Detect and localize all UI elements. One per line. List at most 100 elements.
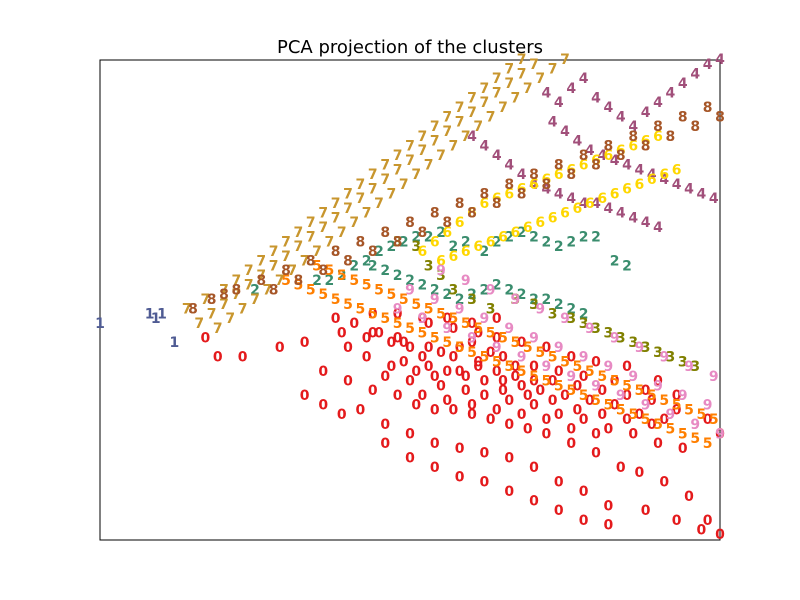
point-0-71: 0 xyxy=(405,426,415,442)
point-8-20: 8 xyxy=(715,110,725,126)
point-4-3: 4 xyxy=(579,71,589,87)
point-4-6: 4 xyxy=(616,110,626,126)
point-0-110: 0 xyxy=(411,364,421,380)
point-0-66: 0 xyxy=(628,426,638,442)
point-0-19: 0 xyxy=(610,374,620,390)
point-0-76: 0 xyxy=(529,460,539,476)
point-7-78: 7 xyxy=(498,100,508,116)
point-0-5: 0 xyxy=(337,326,347,342)
point-0-67: 0 xyxy=(653,436,663,452)
point-3-20: 3 xyxy=(690,359,700,375)
point-0-9: 0 xyxy=(418,350,428,366)
point-8-16: 8 xyxy=(616,148,626,164)
point-0-146: 0 xyxy=(498,383,508,399)
point-3-2: 3 xyxy=(424,258,434,274)
point-4-43: 4 xyxy=(641,215,651,231)
point-5-37: 5 xyxy=(337,268,347,284)
point-2-5: 2 xyxy=(362,254,372,270)
point-9-30: 9 xyxy=(511,292,521,308)
point-0-140: 0 xyxy=(604,518,614,534)
point-5-1: 5 xyxy=(294,278,304,294)
point-9-15: 9 xyxy=(430,292,440,308)
series-2: 22 2 22 22 2 2 2 2 22 222 2 2 2 2 2 2 2 22 22 2 2 2 2 2 2 2 2 2 2 2 2 2… xyxy=(250,225,632,323)
point-5-40: 5 xyxy=(374,282,384,298)
point-2-22: 2 xyxy=(579,230,589,246)
point-5-63: 5 xyxy=(659,393,669,409)
point-5-44: 5 xyxy=(424,302,434,318)
point-0-74: 0 xyxy=(480,446,490,462)
point-7-57: 7 xyxy=(238,302,248,318)
point-9-3: 9 xyxy=(467,330,477,346)
point-5-65: 5 xyxy=(684,402,694,418)
point-3-9: 3 xyxy=(548,306,558,322)
point-4-31: 4 xyxy=(492,148,502,164)
point-0-101: 0 xyxy=(368,306,378,322)
point-9-23: 9 xyxy=(628,369,638,385)
point-9-22: 9 xyxy=(604,359,614,375)
point-8-9: 8 xyxy=(442,215,452,231)
point-5-39: 5 xyxy=(362,278,372,294)
point-5-66: 5 xyxy=(697,407,707,423)
point-0-4: 0 xyxy=(300,335,310,351)
point-5-13: 5 xyxy=(442,335,452,351)
point-5-56: 5 xyxy=(573,359,583,375)
point-0-0: 0 xyxy=(201,330,211,346)
point-4-42: 4 xyxy=(628,210,638,226)
point-6-13: 6 xyxy=(579,158,589,174)
point-6-1: 6 xyxy=(430,234,440,250)
point-5-58: 5 xyxy=(597,369,607,385)
point-7-64: 7 xyxy=(325,234,335,250)
point-8-15: 8 xyxy=(591,158,601,174)
point-3-10: 3 xyxy=(566,311,576,327)
point-0-115: 0 xyxy=(511,369,521,385)
point-9-20: 9 xyxy=(554,340,564,356)
point-2-14: 2 xyxy=(480,244,490,260)
point-9-1: 9 xyxy=(418,311,428,327)
point-3-11: 3 xyxy=(579,316,589,332)
point-9-6: 9 xyxy=(542,359,552,375)
point-7-67: 7 xyxy=(362,206,372,222)
point-9-12: 9 xyxy=(690,417,700,433)
point-0-96: 0 xyxy=(610,398,620,414)
point-5-21: 5 xyxy=(542,374,552,390)
point-6-12: 6 xyxy=(566,162,576,178)
point-6-23: 6 xyxy=(473,239,483,255)
point-0-30: 0 xyxy=(449,402,459,418)
point-0-130: 0 xyxy=(591,426,601,442)
point-5-41: 5 xyxy=(387,287,397,303)
point-5-24: 5 xyxy=(579,388,589,404)
point-7-17: 7 xyxy=(405,138,415,154)
point-7-40: 7 xyxy=(356,191,366,207)
point-4-12: 4 xyxy=(690,66,700,82)
point-0-136: 0 xyxy=(504,484,514,500)
point-5-17: 5 xyxy=(492,354,502,370)
point-7-47: 7 xyxy=(442,124,452,140)
point-7-42: 7 xyxy=(380,172,390,188)
point-6-11: 6 xyxy=(554,167,564,183)
point-3-4: 3 xyxy=(449,282,459,298)
point-2-30: 2 xyxy=(418,278,428,294)
point-0-83: 0 xyxy=(300,388,310,404)
point-0-41: 0 xyxy=(684,489,694,505)
point-7-20: 7 xyxy=(442,110,452,126)
point-5-34: 5 xyxy=(703,436,713,452)
point-0-85: 0 xyxy=(337,407,347,423)
point-0-62: 0 xyxy=(529,398,539,414)
point-0-112: 0 xyxy=(455,364,465,380)
point-0-97: 0 xyxy=(635,407,645,423)
point-0-142: 0 xyxy=(399,335,409,351)
point-9-9: 9 xyxy=(616,388,626,404)
point-7-10: 7 xyxy=(318,206,328,222)
point-0-144: 0 xyxy=(449,350,459,366)
point-0-88: 0 xyxy=(442,364,452,380)
point-4-33: 4 xyxy=(517,167,527,183)
point-4-38: 4 xyxy=(579,196,589,212)
point-0-15: 0 xyxy=(511,359,521,375)
point-0-61: 0 xyxy=(504,393,514,409)
point-0-90: 0 xyxy=(480,374,490,390)
point-7-9: 7 xyxy=(306,215,316,231)
point-3-15: 3 xyxy=(628,335,638,351)
point-5-29: 5 xyxy=(641,412,651,428)
point-7-79: 7 xyxy=(511,90,521,106)
